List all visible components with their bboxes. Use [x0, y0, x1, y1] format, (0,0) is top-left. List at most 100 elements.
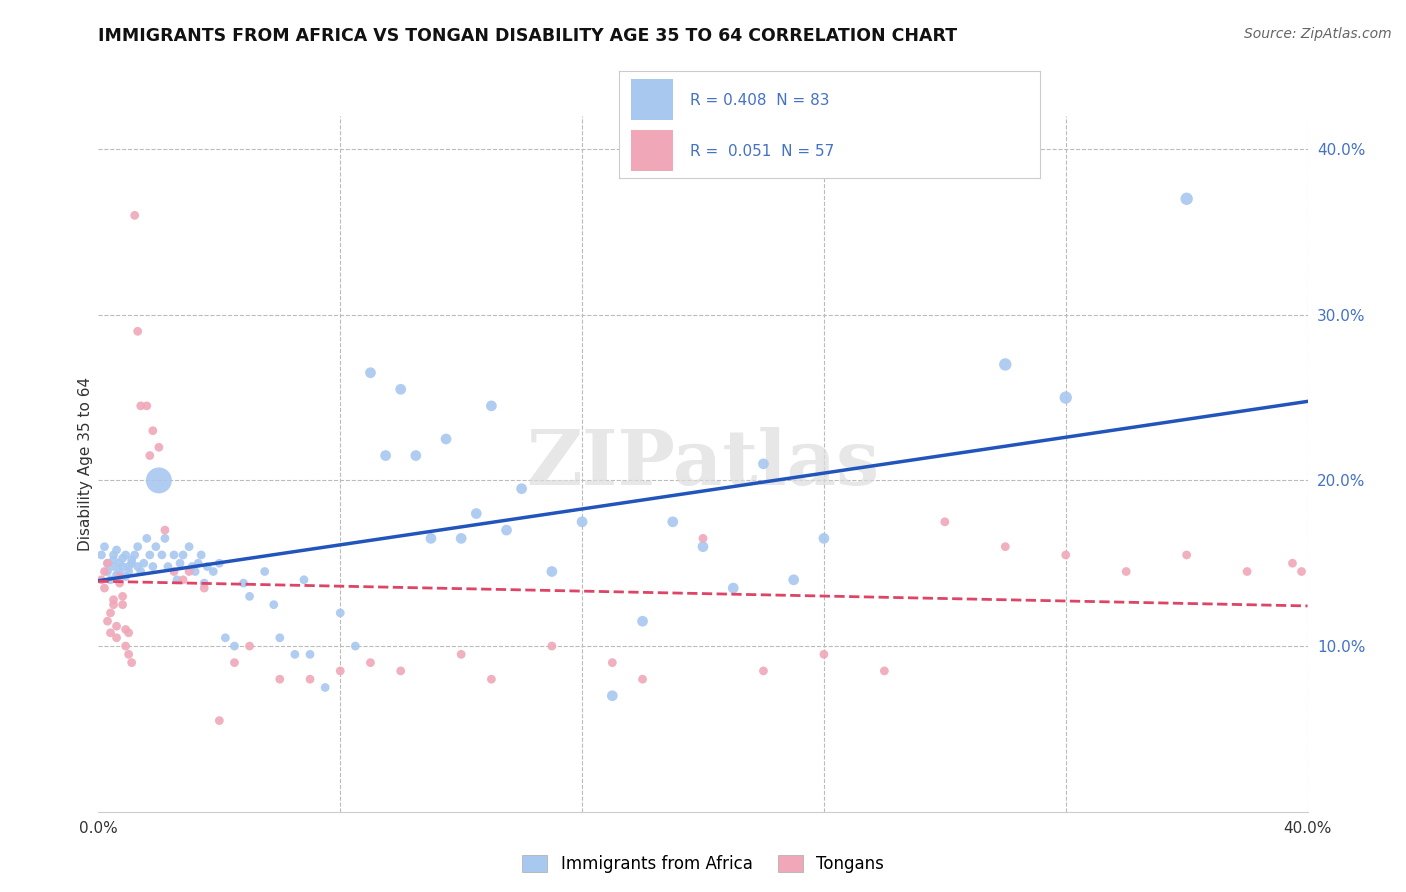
Point — [139, 449, 162, 463]
Point — [163, 565, 186, 579]
Point — [93, 540, 115, 554]
Point — [105, 619, 128, 633]
Point — [631, 672, 654, 686]
Point — [100, 573, 122, 587]
Point — [187, 556, 209, 570]
Text: ZIPatlas: ZIPatlas — [526, 427, 880, 500]
Point — [1054, 548, 1077, 562]
Point — [179, 540, 201, 554]
Point — [118, 648, 141, 662]
Point — [103, 548, 125, 562]
Point — [153, 532, 176, 546]
Point — [1291, 565, 1313, 579]
Point — [292, 573, 315, 587]
Point — [299, 672, 322, 686]
Point — [224, 656, 246, 670]
Point — [93, 581, 115, 595]
Point — [108, 569, 131, 583]
Point — [299, 648, 322, 662]
Point — [148, 474, 170, 488]
Point — [172, 548, 194, 562]
Point — [105, 567, 128, 582]
Point — [263, 598, 285, 612]
Point — [179, 565, 201, 579]
Point — [1175, 548, 1198, 562]
Point — [121, 656, 143, 670]
Point — [284, 648, 307, 662]
Point — [118, 625, 141, 640]
Point — [135, 399, 157, 413]
Point — [314, 681, 336, 695]
Point — [602, 656, 624, 670]
Point — [783, 573, 806, 587]
Point — [118, 565, 141, 579]
Point — [239, 639, 262, 653]
Point — [124, 548, 146, 562]
Point — [208, 714, 231, 728]
Point — [108, 556, 131, 570]
Bar — [631, 78, 673, 120]
Point — [96, 556, 118, 570]
Bar — [631, 130, 673, 171]
Point — [202, 565, 225, 579]
Point — [108, 565, 131, 579]
Point — [540, 639, 562, 653]
Point — [239, 590, 262, 604]
Point — [723, 581, 745, 595]
Point — [90, 548, 112, 562]
Point — [103, 553, 125, 567]
Point — [121, 556, 143, 570]
Point — [150, 548, 173, 562]
Point — [103, 598, 125, 612]
Point — [481, 672, 503, 686]
Point — [145, 540, 167, 554]
Point — [195, 559, 218, 574]
Point — [114, 639, 136, 653]
Point — [100, 625, 122, 640]
Point — [114, 548, 136, 562]
Point — [208, 556, 231, 570]
Point — [111, 598, 134, 612]
Point — [540, 565, 562, 579]
Point — [662, 515, 685, 529]
Point — [214, 631, 236, 645]
Point — [465, 507, 488, 521]
Point — [389, 382, 412, 396]
Y-axis label: Disability Age 35 to 64: Disability Age 35 to 64 — [77, 376, 93, 551]
Point — [127, 559, 149, 574]
Point — [253, 565, 276, 579]
Point — [142, 559, 165, 574]
Point — [405, 449, 427, 463]
Point — [934, 515, 956, 529]
Point — [752, 664, 775, 678]
Point — [692, 540, 714, 554]
Text: R = 0.408  N = 83: R = 0.408 N = 83 — [690, 93, 830, 108]
Point — [389, 664, 412, 678]
Point — [232, 576, 254, 591]
Point — [692, 532, 714, 546]
Point — [420, 532, 443, 546]
Point — [190, 548, 212, 562]
Point — [96, 565, 118, 579]
Point — [813, 532, 835, 546]
Point — [124, 208, 146, 222]
Point — [129, 565, 152, 579]
Point — [156, 559, 179, 574]
Text: R =  0.051  N = 57: R = 0.051 N = 57 — [690, 145, 835, 159]
Point — [184, 565, 207, 579]
Point — [873, 664, 896, 678]
Point — [1175, 192, 1198, 206]
Point — [114, 623, 136, 637]
Point — [434, 432, 457, 446]
Point — [118, 559, 141, 574]
Point — [481, 399, 503, 413]
Point — [269, 672, 291, 686]
Point — [103, 559, 125, 574]
Point — [121, 553, 143, 567]
Point — [105, 543, 128, 558]
Point — [127, 540, 149, 554]
Point — [111, 559, 134, 574]
Point — [93, 565, 115, 579]
Point — [269, 631, 291, 645]
Point — [181, 559, 204, 574]
